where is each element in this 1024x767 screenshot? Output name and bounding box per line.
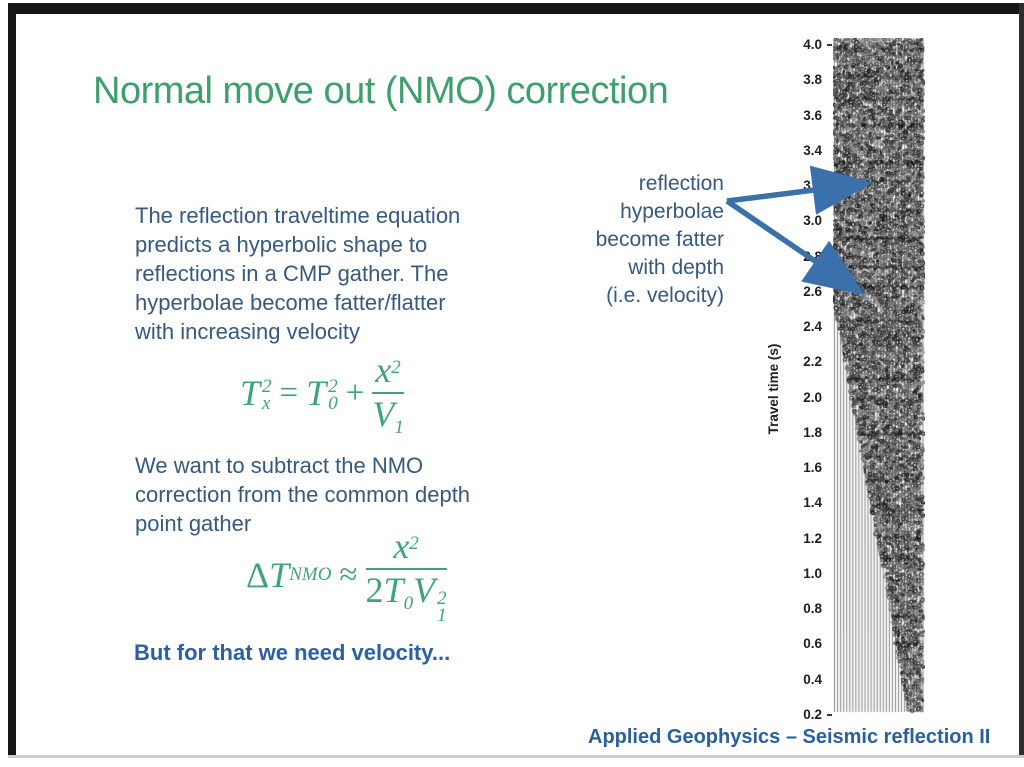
seismic-section-image: [833, 38, 925, 714]
body-paragraph-1: The reflection traveltime equation predi…: [135, 203, 461, 344]
slide-border-top: [8, 3, 1021, 14]
axis-tick-label: 2.2: [803, 354, 822, 370]
axis-tick-label: 3.4: [803, 142, 822, 158]
travel-time-axis-label: Travel time (s): [766, 343, 781, 435]
slide-title: Normal move out (NMO) correction: [93, 70, 669, 112]
body-paragraph-2: We want to subtract the NMO correction f…: [135, 453, 471, 536]
equation-nmo-correction: Δ T NMO ≈ x2 2T0V 2 1: [246, 526, 447, 627]
slide-border-right: [1019, 3, 1024, 757]
axis-tick-label: 3.2: [803, 178, 822, 194]
axis-tick-mark: [827, 713, 832, 716]
axis-tick-label: 0.4: [803, 671, 822, 687]
axis-tick-label: 2.0: [803, 389, 822, 405]
eq1-equals: =: [279, 374, 299, 411]
eq2-approx: ≈: [339, 556, 358, 593]
axis-tick-label: 3.6: [803, 107, 822, 123]
eq1-plus: +: [345, 374, 365, 411]
axis-tick-label: 3.0: [803, 213, 822, 229]
axis-tick-label: 2.8: [803, 248, 822, 264]
axis-tick-label: 1.4: [803, 495, 822, 511]
slide-border-bottom: [8, 755, 1024, 758]
slide-border-left: [8, 3, 16, 757]
callout-text: reflection hyperbolae become fatter with…: [595, 172, 724, 307]
axis-tick-label: 0.6: [803, 636, 822, 652]
eq1-fraction: x2 V1: [372, 350, 404, 439]
axis-tick-label: 1.6: [803, 460, 822, 476]
axis-tick-label: 3.8: [803, 72, 822, 88]
axis-tick-label: 0.2: [803, 706, 822, 722]
axis-tick-label: 4.0: [803, 37, 822, 52]
axis-tick-label: 1.0: [803, 565, 822, 581]
footer-course-title: Applied Geophysics – Seismic reflection …: [588, 726, 991, 748]
eq2-fraction: x2 2T0V 2 1: [365, 526, 447, 627]
axis-tick-label: 2.4: [803, 319, 822, 335]
eq2-term-dTnmo: Δ T NMO: [246, 555, 332, 596]
axis-tick-label: 2.6: [803, 283, 822, 299]
axis-tick-label: 0.8: [803, 601, 822, 617]
emphasis-statement: But for that we need velocity...: [134, 640, 451, 665]
axis-tick-label: 1.8: [803, 424, 822, 440]
axis-tick-mark: [827, 44, 832, 46]
axis-tick-label: 1.2: [803, 530, 822, 546]
